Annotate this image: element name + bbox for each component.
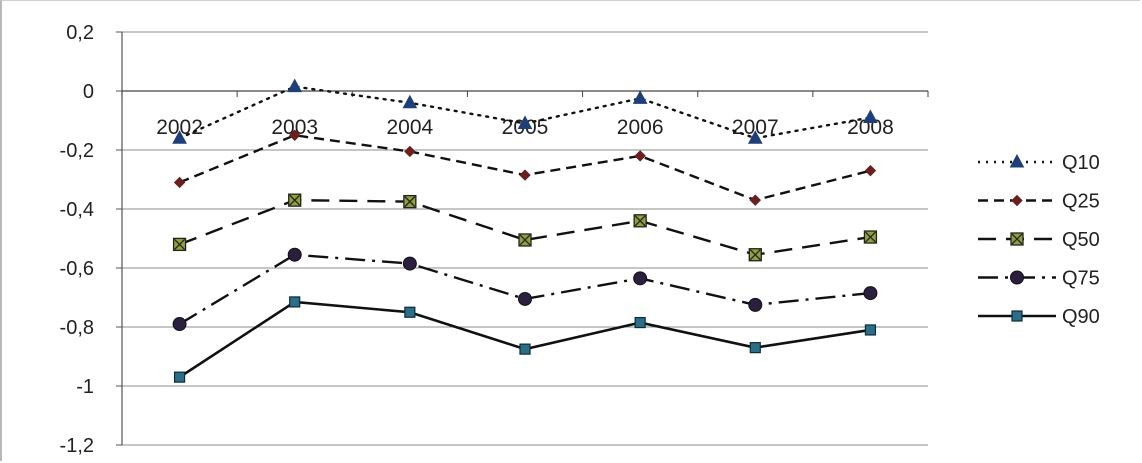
legend-item-q25: Q25 xyxy=(978,191,1100,213)
legend-item-q75: Q75 xyxy=(978,268,1100,290)
legend-marker xyxy=(1009,153,1025,168)
legend-marker xyxy=(1010,232,1024,246)
legend-label: Q10 xyxy=(1062,152,1100,174)
y-tick-label: 0 xyxy=(83,81,94,103)
data-point xyxy=(749,342,761,354)
data-point xyxy=(748,297,763,312)
data-point xyxy=(402,94,418,109)
legend-item-q50: Q50 xyxy=(978,229,1100,251)
data-point xyxy=(173,371,186,383)
series-layer xyxy=(172,78,878,383)
y-tick-label: -1 xyxy=(76,376,94,398)
data-point xyxy=(519,343,531,355)
legend-label: Q75 xyxy=(1062,268,1100,290)
data-point xyxy=(288,193,302,207)
series-q50 xyxy=(172,193,878,262)
y-tick-label: -0,6 xyxy=(60,258,94,280)
data-point xyxy=(518,291,532,306)
x-tick-label: 2006 xyxy=(617,116,664,139)
series-q90 xyxy=(173,296,877,383)
legend-label: Q25 xyxy=(1062,191,1100,213)
data-point xyxy=(632,90,648,104)
legend-label: Q50 xyxy=(1062,229,1100,251)
data-point xyxy=(634,316,646,329)
legend-marker xyxy=(1011,310,1023,322)
x-axis: 2002200320042005200620072008 xyxy=(121,90,929,139)
legend: Q10 Q25 Q50 Q75 Q90 xyxy=(978,152,1100,328)
data-point xyxy=(172,130,187,144)
x-tick-label: 2004 xyxy=(386,116,433,139)
data-point xyxy=(404,306,416,318)
x-tick-label: 2003 xyxy=(271,116,318,139)
data-point xyxy=(863,230,878,244)
data-point xyxy=(863,286,878,301)
data-point xyxy=(287,247,302,262)
y-tick-label: -1,2 xyxy=(60,435,94,457)
data-point xyxy=(289,129,301,141)
data-point xyxy=(634,150,646,162)
data-point xyxy=(172,237,187,252)
data-point xyxy=(518,233,532,247)
data-point xyxy=(402,256,417,271)
x-tick-label: 2008 xyxy=(847,116,894,139)
data-point xyxy=(519,169,531,181)
data-point xyxy=(863,109,878,124)
data-point xyxy=(404,145,416,158)
x-tick-label: 2002 xyxy=(156,116,203,139)
legend-item-q90: Q90 xyxy=(978,306,1100,328)
legend-item-q10: Q10 xyxy=(978,152,1100,174)
data-point xyxy=(633,271,648,286)
y-axis: 0,2 0 -0,2 -0,4 -0,6 -0,8 -1 -1,2 xyxy=(60,22,123,457)
series-line-q75 xyxy=(178,253,871,326)
series-q75 xyxy=(172,247,878,332)
data-point xyxy=(289,296,301,308)
data-point xyxy=(749,194,761,206)
data-point xyxy=(403,194,417,209)
legend-marker xyxy=(1010,270,1024,285)
series-q25 xyxy=(173,129,877,206)
series-q10 xyxy=(172,78,878,144)
y-tick-label: -0,2 xyxy=(60,140,94,162)
data-point xyxy=(748,248,762,262)
data-point xyxy=(517,115,533,129)
data-point xyxy=(633,214,647,228)
series-line-q25 xyxy=(179,134,871,202)
data-point xyxy=(864,324,877,336)
data-point xyxy=(864,164,877,177)
legend-marker xyxy=(1011,194,1023,207)
y-tick-label: -0,4 xyxy=(60,199,94,221)
data-point xyxy=(172,317,187,332)
data-point xyxy=(173,176,186,189)
series-line-q90 xyxy=(178,300,871,379)
y-tick-label: -0,8 xyxy=(60,317,94,339)
y-tick-label: 0,2 xyxy=(66,22,94,44)
legend-label: Q90 xyxy=(1062,306,1100,328)
data-point xyxy=(747,130,763,144)
data-point xyxy=(287,78,303,93)
